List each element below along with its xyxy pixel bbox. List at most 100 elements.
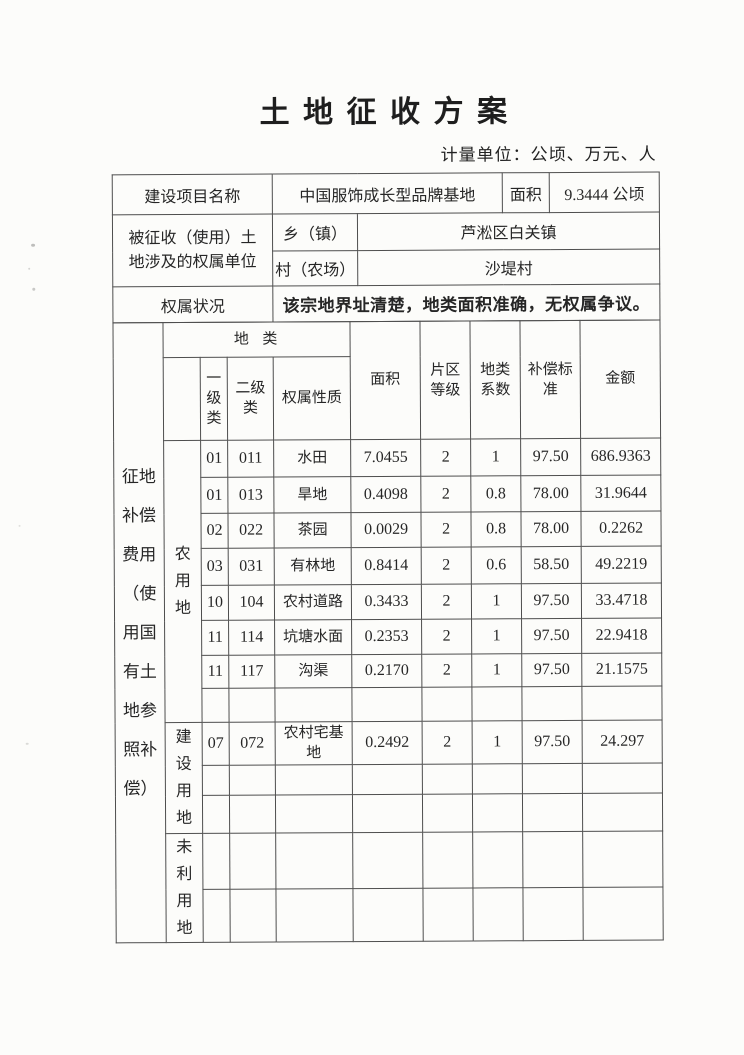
project-name-value: 中国服饰成长型品牌基地 (272, 172, 503, 215)
empty-cell (472, 793, 523, 832)
area-cell: 7.0455 (350, 439, 421, 477)
empty-cell (202, 889, 231, 943)
tenure-name: 水田 (273, 439, 351, 478)
amount-cell: 33.4718 (581, 582, 662, 619)
empty-cell (522, 793, 583, 832)
empty-cell (472, 887, 524, 941)
village-label: 村（农场） (272, 250, 358, 287)
level1-code: 11 (201, 620, 229, 656)
tenure-name: 农村宅基地 (275, 721, 353, 766)
amount-cell: 686.9363 (580, 437, 661, 476)
empty-cell (229, 765, 276, 796)
district-grade-cell: 2 (421, 653, 472, 688)
standard-cell: 58.50 (521, 546, 582, 584)
amount-cell: 22.9418 (581, 617, 662, 654)
tenure-name: 有林地 (274, 547, 352, 586)
township-label: 乡（镇） (272, 213, 358, 252)
header-area: 面积 (349, 321, 421, 440)
header-tenure: 权属性质 (273, 356, 351, 441)
table-row: 征地补偿费用（使用国有土地参照补偿） 地 类 面积 片区等级 地类系数 补偿标准… (112, 319, 661, 943)
level1-code: 10 (201, 585, 229, 621)
empty-cell (201, 688, 230, 723)
district-grade-cell: 2 (421, 546, 472, 585)
header-land-class: 地 类 (162, 321, 351, 358)
level2-code: 114 (228, 620, 275, 656)
compensation-table: 征地补偿费用（使用国有土地参照补偿） 地 类 面积 片区等级 地类系数 补偿标准… (112, 319, 664, 943)
header-district-grade: 片区等级 (419, 320, 471, 440)
level1-code: 03 (201, 548, 229, 586)
empty-cell (228, 688, 276, 723)
coefficient-cell: 1 (471, 653, 522, 687)
level1-code: 01 (200, 477, 228, 514)
ownership-status-value: 该宗地界址清楚，地类面积准确，无权属争议。 (272, 283, 660, 323)
area-cell: 0.8414 (351, 547, 422, 585)
amount-cell: 0.2262 (580, 510, 662, 547)
table-row: 建设项目名称 中国服饰成长型品牌基地 面积 9.3444 公顷 (112, 171, 660, 215)
scan-speck (31, 243, 36, 247)
table-row: 权属状况 该宗地界址清楚，地类面积准确，无权属争议。 (112, 283, 660, 323)
amount-cell: 31.9644 (580, 474, 661, 512)
area-cell: 0.0029 (350, 512, 422, 548)
standard-cell: 97.50 (521, 618, 582, 654)
project-name-label: 建设项目名称 (112, 174, 273, 215)
empty-cell (472, 831, 523, 888)
page-title: 土 地 征 收 方 案 (259, 95, 511, 130)
tenure-name: 茶园 (273, 512, 352, 549)
level2-code: 011 (227, 440, 274, 478)
standard-cell: 97.50 (522, 720, 583, 764)
area-cell: 0.2492 (352, 721, 423, 765)
land-row-empty: 未利用地 (116, 830, 663, 943)
empty-cell (275, 888, 354, 943)
scan-speck (25, 742, 29, 745)
coefficient-cell: 0.6 (471, 546, 522, 584)
standard-cell: 97.50 (520, 438, 581, 476)
coefficient-cell: 1 (471, 618, 522, 654)
empty-cell (582, 886, 664, 941)
table-row: 被征收（使用）土地涉及的权属单位 乡（镇） 芦淞区白关镇 (112, 211, 660, 287)
empty-cell (422, 793, 473, 833)
header-level1: 一级类 (200, 357, 228, 441)
area-cell: 0.2353 (351, 619, 422, 655)
tenure-name: 沟渠 (274, 654, 352, 689)
standard-cell: 78.00 (520, 511, 582, 547)
group-label-construction: 建设用地 (165, 722, 203, 834)
empty-cell (521, 686, 583, 721)
empty-cell (352, 764, 423, 795)
empty-cell (522, 763, 583, 794)
coefficient-cell: 0.8 (470, 511, 522, 547)
measurement-unit-note: 计量单位：公顷、万元、人 (440, 144, 657, 165)
header-compensation-standard: 补偿标准 (519, 320, 581, 439)
district-grade-cell: 2 (422, 720, 473, 765)
amount-cell: 21.1575 (581, 652, 662, 687)
area-value: 9.3444 公顷 (549, 171, 660, 213)
level1-code: 11 (201, 655, 229, 689)
tenure-name: 坑塘水面 (274, 619, 352, 656)
scan-speck (18, 524, 21, 527)
empty-cell (275, 832, 353, 889)
township-value: 芦淞区白关镇 (357, 211, 660, 251)
owner-unit-label: 被征收（使用）土地涉及的权属单位 (112, 214, 273, 287)
standard-cell: 97.50 (521, 583, 582, 619)
land-row: 建设用地 07 072 农村宅基地 0.2492 2 1 97.50 24.29… (115, 719, 663, 834)
empty-cell (422, 763, 473, 795)
empty-cell (422, 887, 474, 942)
area-cell: 0.2170 (351, 654, 422, 688)
district-grade-cell: 2 (420, 511, 472, 548)
empty-cell (351, 687, 423, 722)
empty-cell (352, 832, 423, 889)
header-class-coefficient: 地类系数 (469, 320, 521, 439)
empty-cell (421, 686, 473, 722)
district-grade-cell: 2 (420, 438, 471, 477)
amount-cell: 49.2219 (581, 545, 662, 584)
level2-code: 072 (229, 722, 276, 766)
empty-cell (229, 888, 277, 943)
village-value: 沙堤村 (357, 248, 660, 286)
tenure-name: 旱地 (273, 476, 351, 514)
district-grade-cell: 2 (421, 618, 472, 655)
level1-code: 01 (200, 440, 228, 478)
empty-cell (472, 763, 523, 794)
standard-cell: 78.00 (520, 475, 581, 512)
level2-code: 022 (227, 513, 275, 549)
empty-cell (352, 888, 424, 942)
header-level2: 二级类 (227, 357, 274, 441)
